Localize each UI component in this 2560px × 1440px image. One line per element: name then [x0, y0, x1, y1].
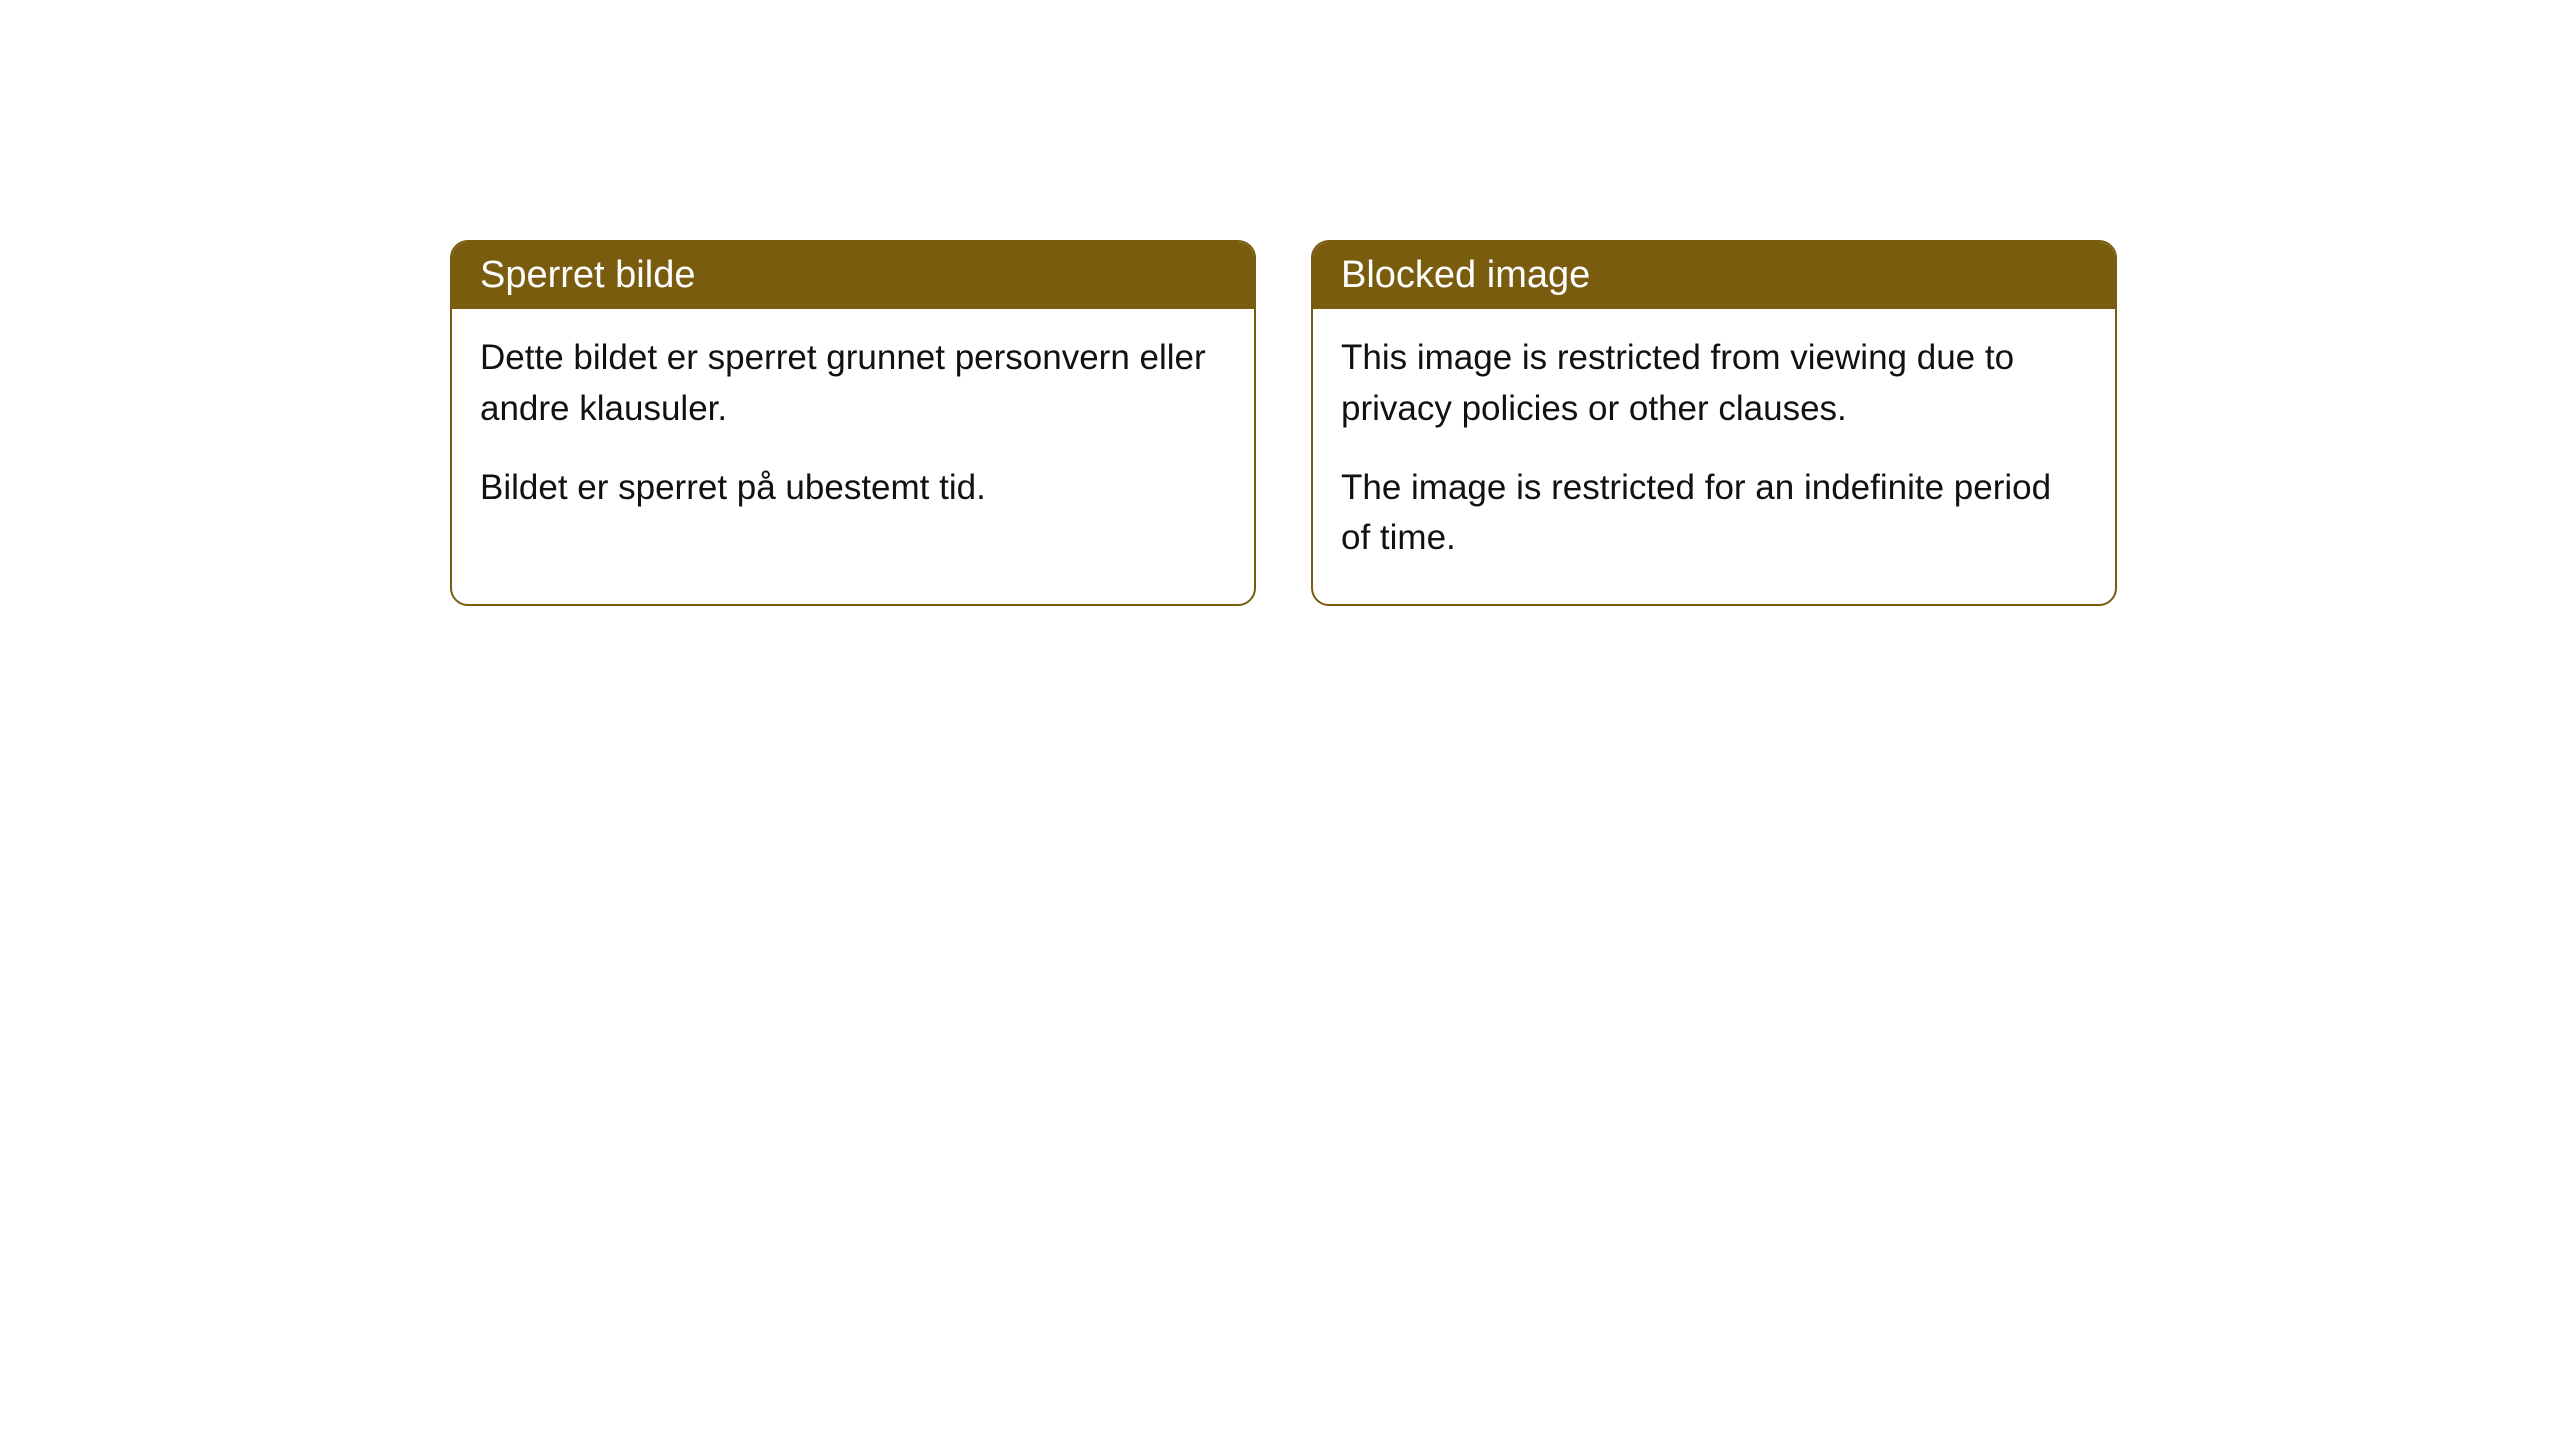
- card-paragraph: Bildet er sperret på ubestemt tid.: [480, 463, 1226, 514]
- card-paragraph: Dette bildet er sperret grunnet personve…: [480, 333, 1226, 435]
- card-paragraph: The image is restricted for an indefinit…: [1341, 463, 2087, 565]
- card-body: This image is restricted from viewing du…: [1313, 309, 2115, 604]
- card-paragraph: This image is restricted from viewing du…: [1341, 333, 2087, 435]
- card-body: Dette bildet er sperret grunnet personve…: [452, 309, 1254, 553]
- notice-card-norwegian: Sperret bilde Dette bildet er sperret gr…: [450, 240, 1256, 606]
- card-header: Sperret bilde: [452, 242, 1254, 309]
- notice-card-english: Blocked image This image is restricted f…: [1311, 240, 2117, 606]
- notice-cards-container: Sperret bilde Dette bildet er sperret gr…: [450, 240, 2117, 606]
- card-header: Blocked image: [1313, 242, 2115, 309]
- card-title: Blocked image: [1341, 254, 1590, 296]
- card-title: Sperret bilde: [480, 254, 695, 296]
